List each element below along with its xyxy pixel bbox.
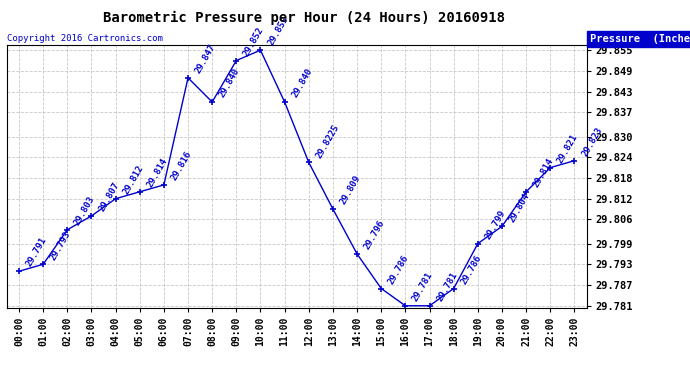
Text: 29.852: 29.852 — [242, 26, 266, 58]
Text: 29.803: 29.803 — [73, 195, 97, 227]
Text: 29.812: 29.812 — [121, 164, 145, 196]
Text: 29.799: 29.799 — [484, 209, 507, 241]
Text: 29.823: 29.823 — [580, 126, 604, 158]
Text: 29.814: 29.814 — [146, 157, 169, 189]
Text: 29.786: 29.786 — [387, 253, 411, 286]
Text: 29.807: 29.807 — [97, 181, 121, 213]
Text: 29.781: 29.781 — [435, 271, 459, 303]
Text: Copyright 2016 Cartronics.com: Copyright 2016 Cartronics.com — [7, 34, 163, 43]
Text: 29.847: 29.847 — [194, 43, 217, 75]
Text: 29.804: 29.804 — [508, 191, 531, 224]
Text: 29.821: 29.821 — [556, 132, 580, 165]
Text: 29.809: 29.809 — [339, 174, 362, 206]
Text: 29.786: 29.786 — [460, 253, 483, 286]
Text: 29.840: 29.840 — [290, 67, 314, 99]
Text: 29.791: 29.791 — [25, 236, 48, 268]
Text: 29.781: 29.781 — [411, 271, 435, 303]
Text: 29.855: 29.855 — [266, 15, 290, 47]
Text: 29.8225: 29.8225 — [315, 123, 341, 160]
Text: Barometric Pressure per Hour (24 Hours) 20160918: Barometric Pressure per Hour (24 Hours) … — [103, 11, 504, 26]
Text: 29.796: 29.796 — [363, 219, 386, 251]
Text: 29.816: 29.816 — [170, 150, 193, 182]
Text: 29.793: 29.793 — [49, 229, 72, 261]
Text: 29.840: 29.840 — [218, 67, 241, 99]
Text: 29.814: 29.814 — [532, 157, 555, 189]
Text: Pressure  (Inches/Hg): Pressure (Inches/Hg) — [590, 34, 690, 44]
